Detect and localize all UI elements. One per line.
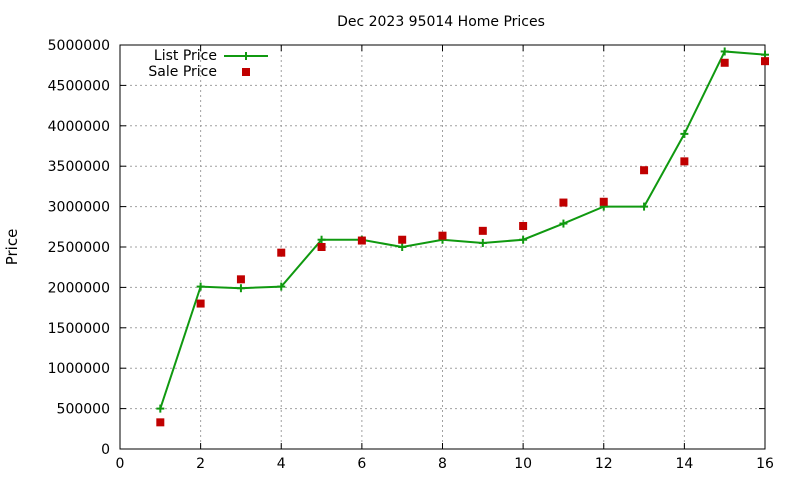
sale-price-point: [317, 243, 326, 251]
list-price-point: [196, 282, 205, 291]
sale-price-point: [156, 418, 165, 427]
sale-price-point: [680, 157, 689, 166]
sale-price-point: [196, 299, 205, 308]
list-price-point: [720, 47, 729, 56]
legend-label-list-price: List Price: [154, 48, 217, 64]
list-price-point: [277, 282, 286, 291]
y-tick-label: 4000000: [48, 119, 110, 135]
grid: [120, 45, 765, 449]
chart-title: Dec 2023 95014 Home Prices: [337, 14, 545, 30]
list-price-line: [159, 50, 766, 409]
list-price-point: [156, 404, 165, 413]
x-tick-label: 4: [277, 456, 286, 472]
sale-price-point: [720, 58, 729, 67]
sale-price-point: [640, 166, 649, 175]
y-tick-label: 0: [101, 442, 110, 458]
list-price-point: [398, 243, 407, 251]
legend-label-sale-price: Sale Price: [148, 64, 217, 80]
sale-price-point: [519, 221, 528, 230]
y-tick-label: 2000000: [48, 280, 110, 296]
y-tick-label: 2500000: [48, 240, 110, 256]
sale-price-point: [277, 248, 286, 257]
sale-price-point: [559, 198, 568, 207]
y-tick-label: 1500000: [48, 321, 110, 337]
sale-price-point: [478, 226, 487, 235]
series-layer: [156, 47, 769, 427]
axis-ticks: 0 500000 1000000 1500000 2000000 2500000 30000…: [48, 38, 774, 472]
legend: List Price Sale Price: [148, 48, 268, 80]
list-price-point: [559, 219, 568, 228]
x-tick-label: 8: [438, 456, 447, 472]
y-axis-label: Price: [3, 229, 21, 266]
y-tick-label: 1000000: [48, 361, 110, 377]
x-tick-label: 12: [595, 456, 613, 472]
sale-price-point: [357, 236, 366, 245]
legend-swatch-sale-price: [242, 68, 250, 76]
sale-price-point: [599, 197, 608, 206]
x-tick-label: 10: [514, 456, 532, 472]
list-price-point: [478, 238, 487, 247]
list-price-point: [519, 235, 528, 244]
x-tick-label: 16: [756, 456, 774, 472]
sale-price-point: [398, 235, 407, 244]
x-tick-label: 2: [196, 456, 205, 472]
list-price-point: [236, 284, 245, 293]
y-tick-label: 3000000: [48, 200, 110, 216]
x-tick-label: 14: [675, 456, 693, 472]
y-tick-label: 4500000: [48, 78, 110, 94]
list-price-point: [640, 202, 649, 211]
list-price-point: [317, 235, 326, 244]
x-tick-label: 0: [116, 456, 125, 472]
sale-price-point: [761, 57, 769, 66]
x-tick-label: 6: [357, 456, 366, 472]
sale-price-point: [236, 275, 245, 284]
y-tick-label: 500000: [57, 402, 110, 418]
y-tick-label: 5000000: [48, 38, 110, 54]
y-tick-label: 3500000: [48, 159, 110, 175]
sale-price-point: [438, 231, 447, 240]
list-price-point: [680, 129, 689, 138]
